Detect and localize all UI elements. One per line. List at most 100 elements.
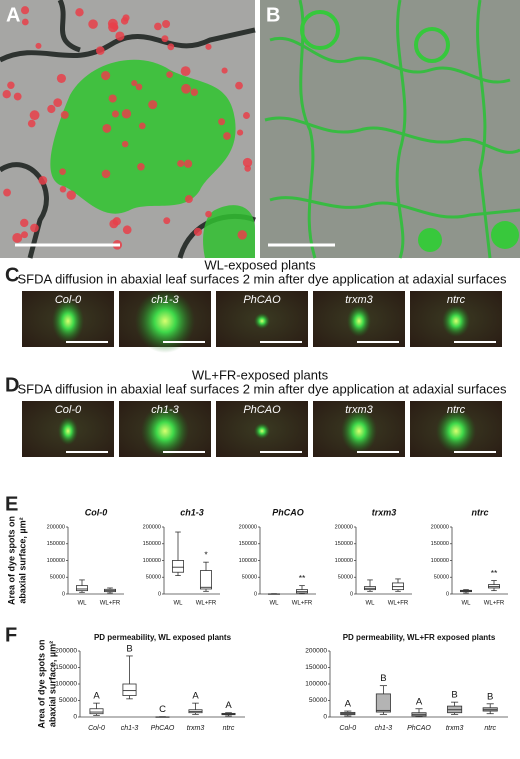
y-tick-label: 200000 [431, 524, 449, 530]
dye-spot [347, 305, 371, 337]
y-axis-label: Area of dye spots on [6, 516, 16, 605]
genotype-label: ntrc [447, 404, 466, 416]
box [89, 708, 104, 715]
y-tick-label: 0 [446, 591, 449, 597]
y-tick-label: 0 [62, 591, 65, 597]
x-tick-label: WL+FR [388, 601, 409, 607]
chloroplast [75, 8, 84, 17]
chloroplast [102, 124, 112, 133]
chloroplast [20, 218, 29, 228]
panel-letter: C [5, 264, 19, 286]
chart-title: Col-0 [85, 507, 108, 517]
chloroplast [244, 165, 251, 172]
chloroplast [60, 110, 69, 119]
y-tick-label: 100000 [143, 558, 161, 564]
dye-spot [254, 423, 270, 439]
chloroplast [13, 92, 22, 101]
chloroplast [59, 186, 67, 193]
genotype-label: trxm3 [345, 404, 373, 416]
box [76, 585, 89, 592]
x-tick-label: PhCAO [407, 725, 431, 732]
chloroplast [109, 219, 119, 229]
chloroplast [101, 169, 111, 179]
chloroplast [137, 162, 145, 171]
x-tick-label: ntrc [223, 725, 235, 732]
chloroplast [223, 132, 231, 140]
x-tick-label: WL [270, 601, 280, 607]
chloroplast [56, 73, 67, 84]
x-tick-label: trxm3 [187, 725, 205, 732]
chloroplast [121, 140, 129, 148]
chloroplast [166, 71, 173, 78]
x-tick-label: WL+FR [484, 601, 505, 607]
y-tick-label: 150000 [55, 664, 77, 671]
x-tick-label: WL [462, 601, 472, 607]
x-tick-label: WL+FR [292, 601, 313, 607]
y-tick-label: 100000 [335, 558, 353, 564]
chloroplast [53, 98, 63, 107]
chloroplast [59, 168, 66, 175]
y-tick-label: 0 [254, 591, 257, 597]
y-tick-label: 0 [158, 591, 161, 597]
dye-spot [436, 409, 476, 453]
x-tick-label: Col-0 [88, 725, 105, 732]
chloroplast [193, 227, 202, 236]
micrograph-b [260, 0, 520, 259]
chloroplast [115, 31, 125, 41]
chloroplast [167, 43, 175, 51]
row-subtitle: SFDA diffusion in abaxial leaf surfaces … [18, 271, 507, 286]
dye-spot [58, 417, 78, 445]
y-axis-label: abaxial surface, µm² [17, 517, 27, 603]
y-tick-label: 50000 [242, 575, 257, 581]
chloroplast [161, 35, 169, 43]
significance-label: A [345, 699, 352, 710]
significance-label: B [487, 691, 493, 702]
x-tick-label: Col-0 [339, 725, 356, 732]
x-tick-label: ch1-3 [121, 725, 139, 732]
y-tick-label: 200000 [55, 648, 77, 655]
chloroplast [180, 66, 191, 77]
significance-label: B [126, 643, 132, 654]
y-axis-label: Area of dye spots on [36, 639, 46, 728]
chloroplast [122, 225, 132, 235]
y-tick-label: 50000 [50, 575, 65, 581]
chloroplast [162, 19, 171, 28]
y-tick-label: 0 [73, 714, 77, 721]
chart-title: ntrc [471, 507, 488, 517]
y-tick-label: 0 [323, 714, 327, 721]
y-tick-label: 150000 [239, 541, 257, 547]
chloroplast [88, 19, 98, 29]
significance-label: C [159, 704, 166, 715]
panel-letter: D [5, 374, 19, 396]
chart-title: trxm3 [372, 507, 397, 517]
micrograph-a [0, 0, 256, 259]
y-tick-label: 150000 [431, 541, 449, 547]
chloroplast [243, 112, 250, 119]
genotype-label: trxm3 [345, 294, 373, 306]
box [375, 693, 391, 713]
chloroplast [218, 118, 226, 126]
genotype-label: ch1-3 [151, 404, 179, 416]
x-tick-label: ntrc [484, 725, 496, 732]
chloroplast [107, 18, 118, 29]
y-tick-label: 50000 [309, 697, 327, 704]
chloroplast [235, 81, 243, 90]
chloroplast [101, 70, 111, 81]
chart-title: ch1-3 [180, 507, 204, 517]
significance-label: A [93, 691, 100, 702]
chloroplast [242, 157, 253, 168]
box [199, 570, 212, 590]
chloroplast [205, 210, 212, 218]
chloroplast [27, 119, 36, 128]
row-title: WL-exposed plants [204, 257, 316, 272]
x-tick-label: WL [366, 601, 376, 607]
chloroplast [221, 67, 228, 74]
dye-spot [141, 405, 189, 457]
significance-label: A [416, 696, 423, 707]
y-tick-label: 200000 [305, 648, 327, 655]
x-tick-label: PhCAO [151, 725, 175, 732]
y-tick-label: 50000 [434, 575, 449, 581]
chloroplast [131, 80, 138, 87]
chloroplast [111, 110, 119, 118]
y-tick-label: 200000 [335, 524, 353, 530]
